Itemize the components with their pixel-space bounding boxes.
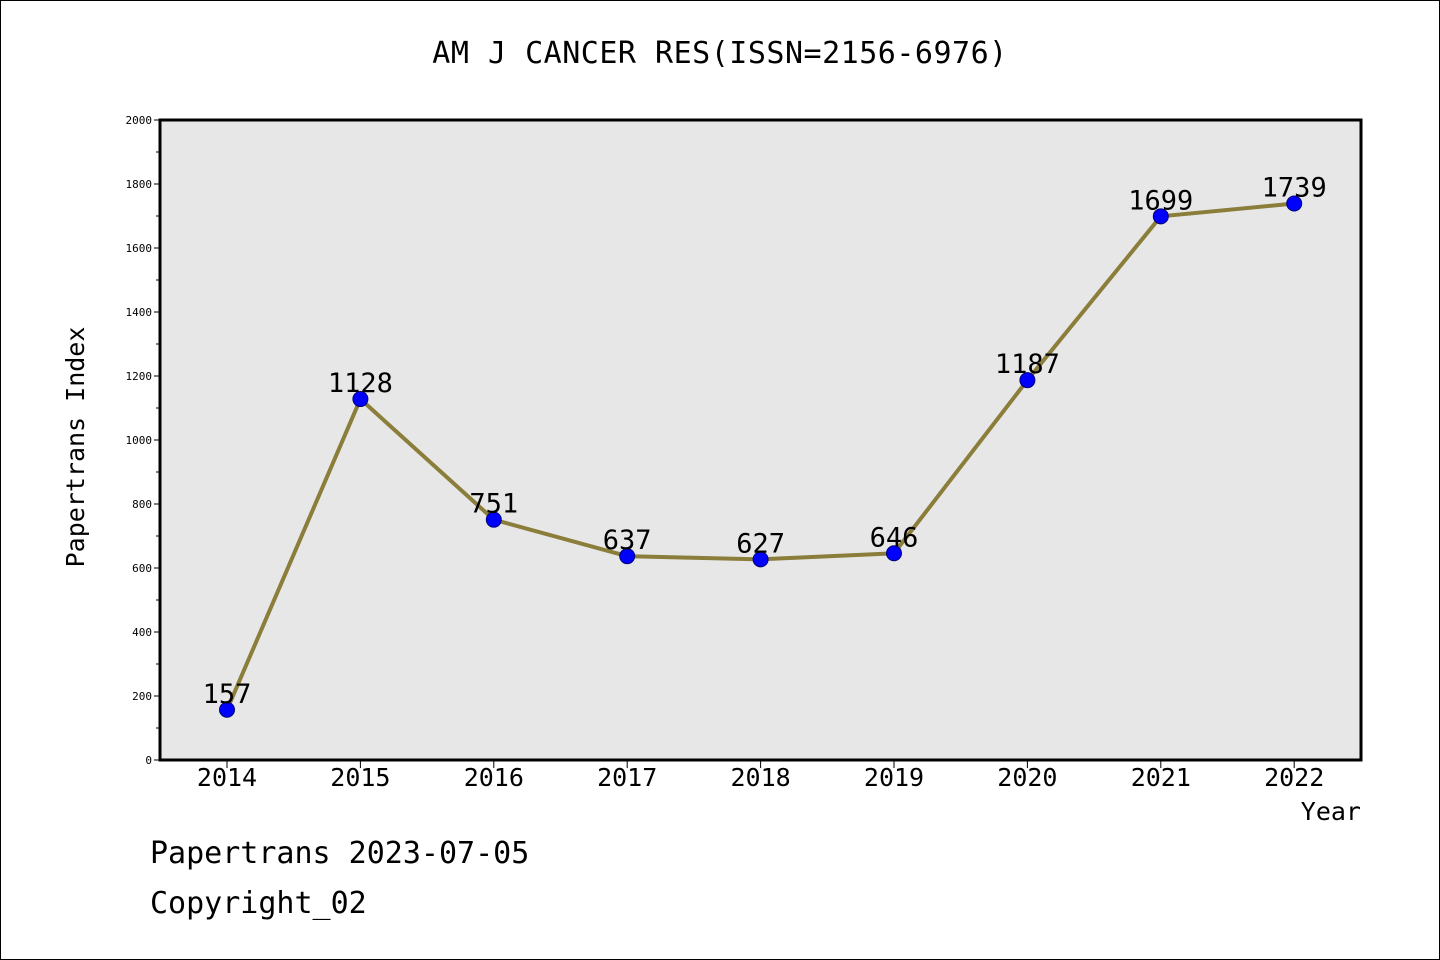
y-tick-label: 200 — [132, 690, 152, 703]
footer-copyright: Copyright_02 — [150, 886, 367, 921]
y-tick-label: 1200 — [126, 370, 153, 383]
x-tick-label: 2017 — [597, 763, 657, 792]
data-label: 637 — [603, 525, 652, 556]
footer-date: Papertrans 2023-07-05 — [150, 836, 530, 871]
x-tick-label: 2018 — [730, 763, 790, 792]
data-point — [219, 701, 235, 718]
y-tick-label: 2000 — [126, 114, 153, 127]
x-tick-label: 2020 — [997, 763, 1057, 792]
data-point — [1286, 195, 1303, 212]
y-tick-label: 1800 — [126, 178, 153, 191]
x-tick-label: 2015 — [330, 763, 390, 792]
y-tick-label: 1400 — [126, 306, 153, 319]
data-point — [352, 391, 369, 408]
x-tick-label: 2016 — [464, 763, 524, 792]
y-tick-label: 400 — [132, 626, 152, 639]
y-tick-label: 800 — [132, 498, 152, 511]
y-tick-label: 1600 — [126, 242, 153, 255]
y-tick-label: 0 — [145, 754, 152, 767]
data-label: 751 — [469, 489, 518, 520]
x-axis-label: Year — [1301, 797, 1361, 826]
y-tick-label: 600 — [132, 562, 152, 575]
y-tick-label: 1000 — [126, 434, 153, 447]
data-label: 1739 — [1262, 173, 1327, 204]
x-tick-label: 2021 — [1131, 763, 1191, 792]
data-point — [752, 551, 769, 568]
x-tick-label: 2019 — [864, 763, 924, 792]
y-axis-label: Papertrans Index — [61, 327, 90, 568]
data-label: 1128 — [328, 368, 393, 399]
data-point — [1152, 208, 1169, 225]
data-point — [1019, 372, 1036, 389]
data-label: 627 — [736, 528, 785, 559]
data-point — [485, 511, 502, 528]
chart-title: AM J CANCER RES(ISSN=2156-6976) — [432, 36, 1008, 71]
x-tick-label: 2014 — [197, 763, 257, 792]
x-tick-label: 2022 — [1264, 763, 1324, 792]
data-point — [886, 545, 902, 562]
data-label: 157 — [203, 679, 252, 710]
data-label: 1699 — [1128, 185, 1193, 216]
data-label: 646 — [870, 522, 919, 553]
data-label: 1187 — [995, 349, 1060, 380]
plot-area — [158, 118, 1363, 762]
data-point — [619, 548, 636, 565]
